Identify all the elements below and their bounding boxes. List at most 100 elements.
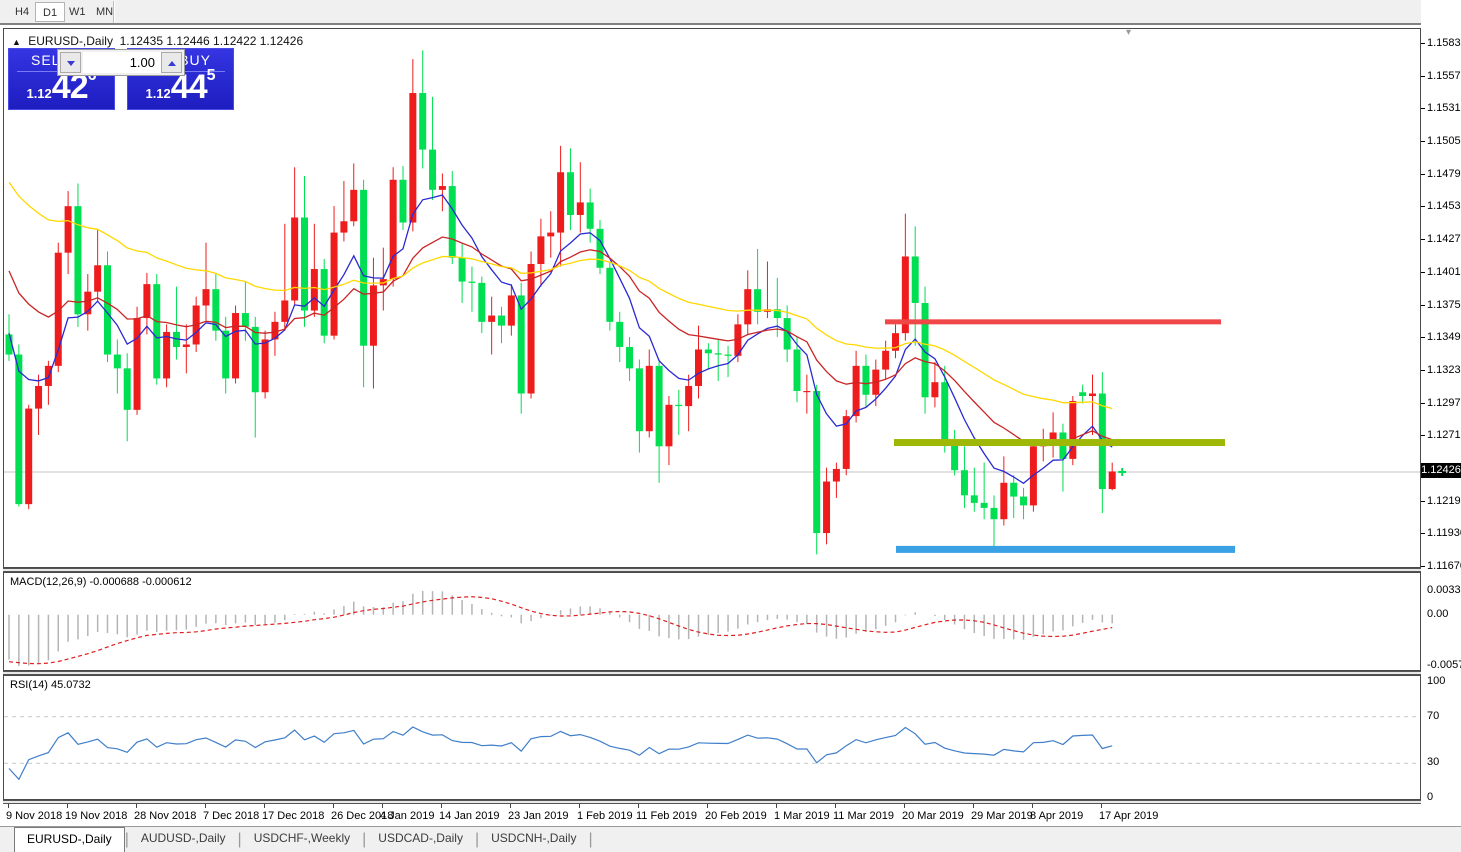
collapse-icon[interactable]: ▲ <box>12 37 21 47</box>
chart-scroll-marker-icon[interactable]: ▾ <box>1126 27 1132 38</box>
price-axis-tick <box>1421 43 1425 44</box>
tab-separator: | <box>362 831 367 848</box>
candle-body <box>113 354 121 369</box>
candle-body <box>251 326 259 393</box>
rsi-panel[interactable]: RSI(14) 45.0732 <box>3 675 1421 800</box>
date-axis-label: 14 Jan 2019 <box>439 810 500 822</box>
buy-price-sup: 5 <box>206 67 216 84</box>
timeframe-button-mn[interactable]: MN <box>96 6 114 18</box>
candle-body <box>104 265 111 355</box>
macd-axis-label: -0.00574 <box>1427 659 1461 671</box>
macd-label: MACD(12,26,9) -0.000688 -0.000612 <box>10 576 192 588</box>
candle-body <box>1079 392 1087 397</box>
candle-body <box>340 221 348 233</box>
volume-increase-button[interactable] <box>161 52 182 73</box>
candle-body <box>458 257 466 282</box>
candle-body <box>222 330 230 379</box>
tab-separator: | <box>124 831 129 848</box>
panel-splitter[interactable] <box>3 800 1421 804</box>
date-axis-label: 1 Mar 2019 <box>774 810 830 822</box>
macd-svg[interactable] <box>4 573 1420 670</box>
chart-tab-usdcnh[interactable]: USDCNH-,Daily <box>491 831 577 845</box>
buy-button-label: BUY <box>179 52 211 68</box>
candle-body <box>320 269 328 336</box>
slow-ma-line <box>8 181 1113 410</box>
panel-splitter[interactable] <box>3 671 1421 675</box>
volume-decrease-button[interactable] <box>60 52 81 73</box>
rsi-axis-label: 30 <box>1427 756 1440 768</box>
price-axis-tick <box>1421 370 1425 371</box>
volume-input[interactable] <box>83 52 161 73</box>
price-axis-tick <box>1421 239 1425 240</box>
price-axis-tick <box>1421 305 1425 306</box>
chart-tab-audusd[interactable]: AUDUSD-,Daily <box>140 831 226 845</box>
candle-body <box>429 149 437 190</box>
candle-body <box>94 265 102 292</box>
up-arrow-icon <box>168 61 176 66</box>
mid-support-line[interactable] <box>894 439 1225 447</box>
lower-support-line[interactable] <box>896 545 1235 553</box>
price-axis-label: 1.14270 <box>1427 233 1461 245</box>
candle-body <box>813 390 821 534</box>
macd-panel[interactable]: MACD(12,26,9) -0.000688 -0.000612 <box>3 572 1421 671</box>
candle-body <box>182 344 190 347</box>
price-axis-label: 1.14790 <box>1427 168 1461 180</box>
price-axis-label: 1.12970 <box>1427 397 1461 409</box>
price-axis-tick <box>1421 566 1425 567</box>
date-axis-tick <box>382 804 383 808</box>
timeframe-button-h4[interactable]: H4 <box>15 6 30 18</box>
rsi-axis-label: 100 <box>1427 675 1446 687</box>
candle-body <box>754 289 762 312</box>
candle-body <box>734 324 742 356</box>
date-axis-tick <box>67 804 68 808</box>
candle-body <box>911 256 919 303</box>
main-chart-svg[interactable] <box>4 29 1420 567</box>
date-axis-label: 11 Mar 2019 <box>833 810 894 822</box>
date-axis[interactable]: 9 Nov 2018 19 Nov 2018 28 Nov 2018 7 Dec 20… <box>3 804 1421 826</box>
price-axis[interactable]: 1.12426 1.15830 1.15570 1.15310 1.15050 1.14… <box>1421 0 1461 852</box>
rsi-axis-label: 0 <box>1427 791 1434 803</box>
price-axis-tick <box>1421 501 1425 502</box>
chart-tab-usdchf[interactable]: USDCHF-,Weekly <box>253 831 351 845</box>
candle-body <box>901 256 909 334</box>
date-axis-label: 17 Apr 2019 <box>1099 810 1159 822</box>
rsi-svg[interactable] <box>4 676 1420 799</box>
candle-body <box>212 289 220 331</box>
candle-body <box>1089 393 1096 397</box>
candle-body <box>1049 432 1057 444</box>
date-axis-label: 1 Feb 2019 <box>577 810 633 822</box>
candle-body <box>133 318 141 410</box>
price-axis-label: 1.15310 <box>1427 102 1461 114</box>
price-axis-label: 1.14530 <box>1427 200 1461 212</box>
candle-body <box>310 269 318 311</box>
chart-tab-usdcad[interactable]: USDCAD-,Daily <box>378 831 463 845</box>
date-axis-tick <box>136 804 137 808</box>
candle-body <box>35 385 43 409</box>
timeframe-button-d1[interactable]: D1 <box>35 2 66 22</box>
date-axis-tick <box>264 804 265 808</box>
candle-body <box>232 313 240 379</box>
candle-body <box>1000 482 1008 520</box>
candle-body <box>488 315 496 322</box>
down-arrow-icon <box>67 61 75 66</box>
candle-body <box>448 186 456 258</box>
panel-splitter[interactable] <box>3 568 1421 572</box>
chart-tab-eurusd[interactable]: EURUSD-,Daily <box>14 827 125 852</box>
candle-body <box>5 334 13 355</box>
candle-body <box>882 350 890 370</box>
tab-separator: | <box>237 831 242 848</box>
resistance-line[interactable] <box>885 319 1221 325</box>
date-axis-label: 20 Mar 2019 <box>902 810 964 822</box>
candle-body <box>852 365 860 417</box>
date-axis-tick <box>973 804 974 808</box>
candle-body <box>438 186 446 190</box>
price-axis-label: 1.13490 <box>1427 331 1461 343</box>
chart-title: ▲ EURUSD-,Daily 1.12435 1.12446 1.12422 … <box>12 34 303 48</box>
main-chart-panel[interactable] <box>3 28 1421 568</box>
date-axis-tick <box>441 804 442 808</box>
timeframe-button-w1[interactable]: W1 <box>69 6 86 18</box>
price-axis-tick <box>1421 141 1425 142</box>
price-axis-label: 1.12190 <box>1427 495 1461 507</box>
rsi-value: 45.0732 <box>50 679 91 691</box>
